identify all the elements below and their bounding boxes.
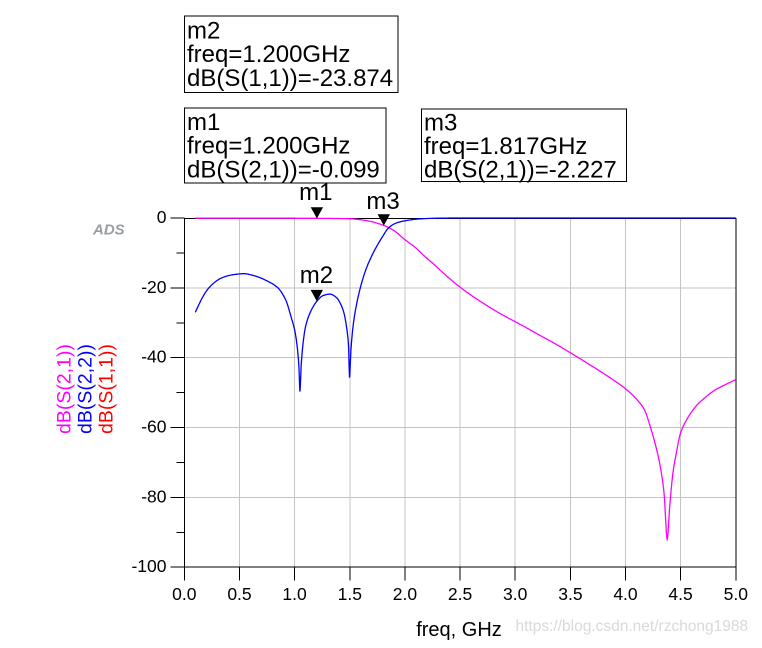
- svg-text:m1: m1: [187, 109, 220, 136]
- svg-text:4.5: 4.5: [668, 584, 692, 604]
- svg-text:m3: m3: [424, 110, 457, 137]
- svg-text:0.0: 0.0: [172, 584, 197, 604]
- svg-text:freq=1.200GHz: freq=1.200GHz: [187, 41, 350, 68]
- svg-text:m2: m2: [300, 262, 333, 289]
- svg-text:dB(S(2,1))=-2.227: dB(S(2,1))=-2.227: [424, 157, 617, 184]
- svg-text:https://blog.csdn.net/rzchong1: https://blog.csdn.net/rzchong1988: [516, 618, 749, 635]
- svg-text:3.0: 3.0: [503, 584, 528, 604]
- svg-text:-20: -20: [141, 277, 167, 297]
- svg-text:5.0: 5.0: [724, 584, 749, 604]
- svg-text:dB(S(2,2)): dB(S(2,2)): [75, 344, 97, 434]
- svg-text:4.0: 4.0: [613, 584, 638, 604]
- svg-text:0.5: 0.5: [227, 584, 251, 604]
- svg-text:m3: m3: [366, 188, 399, 215]
- svg-text:dB(S(2,1))=-0.099: dB(S(2,1))=-0.099: [187, 157, 380, 184]
- svg-text:-80: -80: [141, 486, 167, 506]
- svg-text:-100: -100: [131, 556, 166, 576]
- svg-text:1.0: 1.0: [282, 584, 307, 604]
- svg-text:freq=1.817GHz: freq=1.817GHz: [424, 133, 587, 160]
- svg-text:ADS: ADS: [92, 222, 125, 239]
- svg-text:-60: -60: [141, 417, 167, 437]
- svg-text:1.5: 1.5: [338, 584, 362, 604]
- svg-text:3.5: 3.5: [558, 584, 582, 604]
- svg-text:0: 0: [157, 207, 167, 227]
- svg-text:dB(S(1,1))=-23.874: dB(S(1,1))=-23.874: [187, 65, 393, 92]
- svg-text:freq, GHz: freq, GHz: [416, 619, 502, 641]
- svg-text:dB(S(1,1)): dB(S(1,1)): [96, 344, 118, 434]
- svg-text:2.0: 2.0: [393, 584, 418, 604]
- svg-text:2.5: 2.5: [448, 584, 472, 604]
- svg-text:dB(S(2,1)): dB(S(2,1)): [54, 344, 76, 434]
- svg-text:freq=1.200GHz: freq=1.200GHz: [187, 133, 350, 160]
- svg-text:-40: -40: [141, 347, 167, 367]
- svg-text:m2: m2: [187, 18, 220, 45]
